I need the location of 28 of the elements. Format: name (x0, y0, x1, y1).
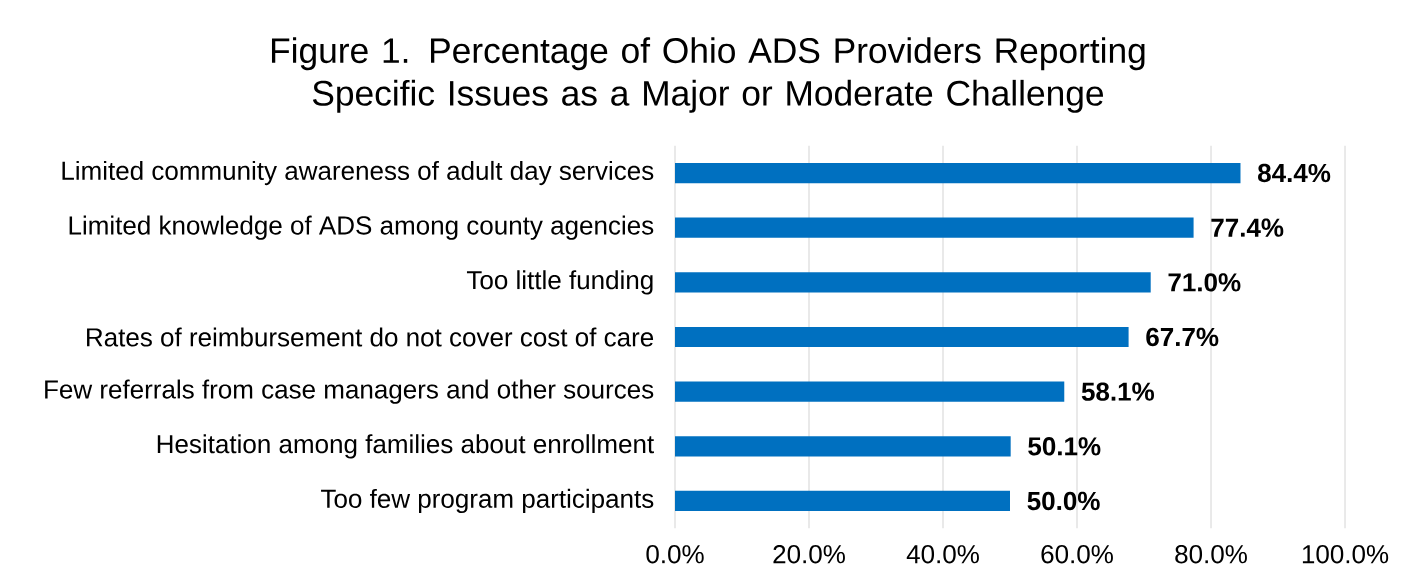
data-label: 84.4% (1258, 163, 1331, 183)
bar (675, 272, 1151, 293)
data-label: 50.0% (1027, 491, 1100, 511)
data-label: 71.0% (1168, 273, 1241, 292)
y-tick-label: Rates of reimbursement do not cover cost of care (87, 327, 654, 347)
bar (675, 162, 1241, 184)
x-tick-label: 0.0% (646, 545, 704, 564)
bar (675, 436, 1011, 457)
y-tick-label: Hesitation among families about enrollment (157, 434, 654, 459)
bar (675, 381, 1065, 402)
bar (675, 217, 1194, 238)
x-tick-label: 80.0% (1175, 545, 1247, 564)
data-label: 77.4% (1211, 218, 1284, 237)
bar (675, 326, 1129, 348)
bar (675, 490, 1010, 512)
data-label: 58.1% (1081, 382, 1154, 401)
data-label: 67.7% (1146, 327, 1219, 347)
y-tick-label: Limited knowledge of ADS among county agencies (69, 215, 654, 240)
x-tick-label: 40.0% (906, 545, 979, 564)
y-tick-label: Too little funding (466, 270, 653, 295)
y-tick-label: Too few program participants (321, 488, 654, 514)
chart-title: Figure 1. Percentage of Ohio ADS Providers Reporting Specific Issues as a Major or Moderate Challenge (271, 37, 1145, 113)
x-tick-label: 20.0% (773, 545, 845, 564)
y-tick-label: Limited community awareness of adult day services (62, 160, 654, 186)
x-tick-label: 60.0% (1041, 545, 1113, 564)
x-tick-label: 100.0% (1302, 545, 1389, 564)
data-label: 50.1% (1028, 437, 1101, 456)
y-tick-label: Few referrals from case managers and other sources (45, 379, 654, 404)
